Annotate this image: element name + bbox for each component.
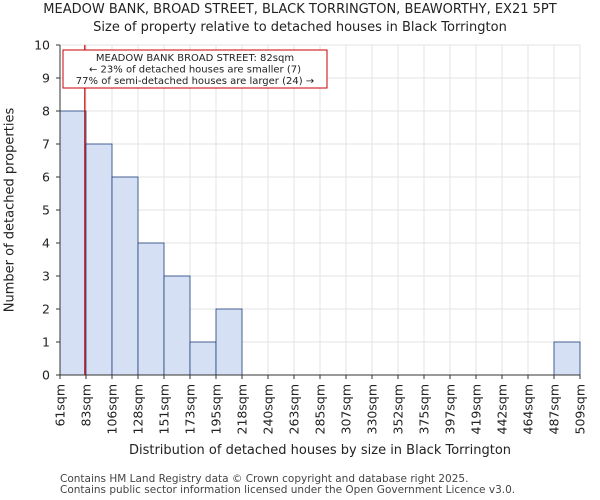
x-tick-label-61sqm: 61sqm: [53, 384, 68, 427]
x-tick-label-106sqm: 106sqm: [105, 384, 120, 434]
x-tick-label-128sqm: 128sqm: [131, 384, 146, 434]
y-tick-label: 6: [42, 170, 50, 185]
x-tick-label-330sqm: 330sqm: [365, 384, 380, 434]
annotation-line-3: 77% of semi-detached houses are larger (…: [76, 76, 314, 87]
annotation-box: [62, 49, 328, 89]
x-tick-label-263sqm: 263sqm: [287, 384, 302, 434]
x-tick-label-419sqm: 419sqm: [469, 384, 484, 434]
y-tick-label: 2: [42, 302, 50, 317]
annotation-line-1: MEADOW BANK BROAD STREET: 82sqm: [96, 53, 294, 64]
bar-151sqm: [163, 275, 191, 376]
bar-61sqm: [59, 110, 87, 376]
chart-title: MEADOW BANK, BROAD STREET, BLACK TORRING…: [43, 2, 557, 17]
bar-173sqm: [189, 341, 217, 376]
y-tick-label: 9: [42, 71, 50, 86]
x-tick-label-375sqm: 375sqm: [417, 384, 432, 434]
x-tick-label-195sqm: 195sqm: [209, 384, 224, 434]
x-tick-label-509sqm: 509sqm: [573, 384, 588, 434]
y-tick-label: 10: [34, 38, 50, 53]
y-tick-label: 1: [42, 335, 50, 350]
x-tick-label-218sqm: 218sqm: [235, 384, 250, 434]
x-tick-label-352sqm: 352sqm: [391, 384, 406, 434]
bar-195sqm: [215, 308, 243, 376]
x-axis-label: Distribution of detached houses by size …: [128, 443, 512, 458]
x-tick-label-83sqm: 83sqm: [79, 384, 94, 427]
x-tick-label-307sqm: 307sqm: [339, 384, 354, 434]
y-tick-label: 5: [42, 203, 50, 218]
x-tick-label-151sqm: 151sqm: [157, 384, 172, 434]
bar-487sqm: [553, 341, 581, 376]
x-tick-label-464sqm: 464sqm: [521, 384, 536, 434]
y-tick-label: 4: [42, 236, 50, 251]
bar-83sqm: [85, 143, 113, 376]
x-tick-label-442sqm: 442sqm: [495, 384, 510, 434]
footer-copyright: Contains HM Land Registry data © Crown c…: [60, 473, 469, 485]
x-tick-label-285sqm: 285sqm: [313, 384, 328, 434]
bar-106sqm: [111, 176, 139, 376]
x-tick-label-397sqm: 397sqm: [443, 384, 458, 434]
chart-subtitle: Size of property relative to detached ho…: [93, 20, 507, 35]
annotation-line-2: ← 23% of detached houses are smaller (7): [89, 65, 301, 76]
y-tick-label: 8: [42, 104, 50, 119]
bar-128sqm: [137, 242, 165, 376]
y-tick-label: 3: [42, 269, 50, 284]
x-tick-label-240sqm: 240sqm: [261, 384, 276, 434]
footer-licence: Contains public sector information licen…: [60, 484, 516, 496]
y-tick-label: 0: [42, 368, 50, 383]
x-tick-label-173sqm: 173sqm: [183, 384, 198, 434]
y-tick-label: 7: [42, 137, 50, 152]
x-tick-label-487sqm: 487sqm: [547, 384, 562, 434]
